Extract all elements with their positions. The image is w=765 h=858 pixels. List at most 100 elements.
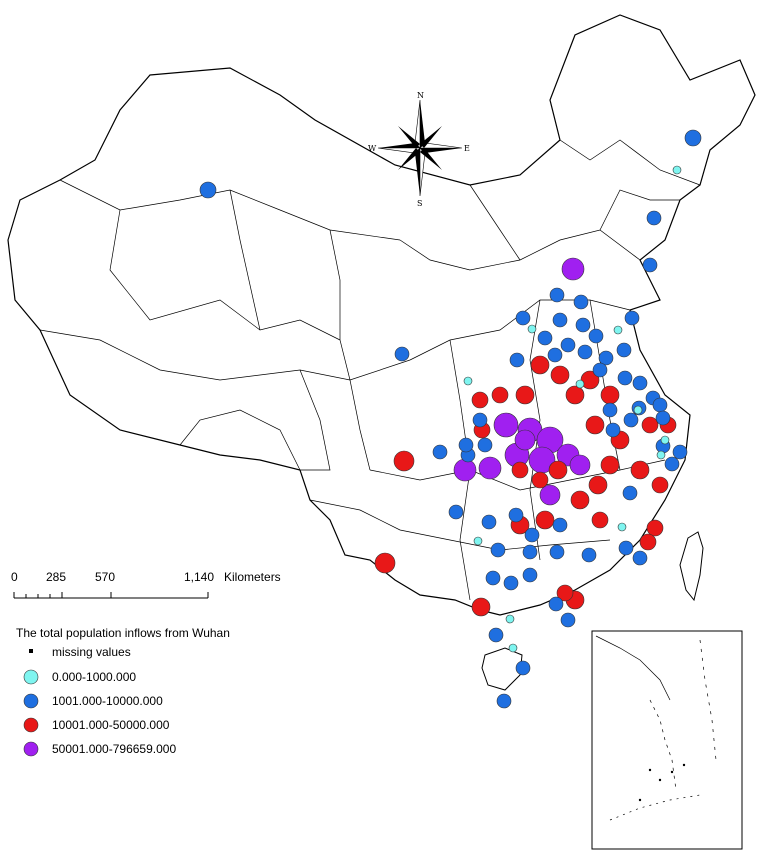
legend-title: The total population inflows from Wuhan: [16, 626, 230, 640]
city-marker-blue: [672, 444, 688, 460]
city-marker-cyan: [613, 325, 623, 335]
city-marker-blue: [394, 346, 410, 362]
city-marker-red: [471, 597, 491, 617]
hainan-island: [481, 647, 523, 691]
city-marker-blue: [552, 312, 568, 328]
legend-red-symbol: [23, 717, 39, 733]
scale-unit: Kilometers: [224, 570, 281, 584]
city-marker-cyan: [656, 450, 666, 460]
city-marker-blue: [642, 257, 658, 273]
legend-blue-label: 1001.000-10000.000: [52, 694, 163, 708]
city-marker-blue: [598, 350, 614, 366]
city-marker-red: [550, 365, 570, 385]
city-marker-blue: [490, 542, 506, 558]
city-marker-purple: [569, 454, 591, 476]
city-marker-blue: [560, 612, 576, 628]
city-marker-red: [491, 386, 509, 404]
city-marker-blue: [592, 362, 608, 378]
city-marker-blue: [503, 575, 519, 591]
city-marker-blue: [646, 210, 662, 226]
scale-tick-1140: 1,140: [184, 570, 214, 584]
city-marker-purple: [561, 257, 585, 281]
city-marker-blue: [472, 412, 488, 428]
city-marker-purple: [514, 429, 536, 451]
city-marker-blue: [515, 310, 531, 326]
city-marker-cyan: [660, 435, 670, 445]
city-marker-cyan: [527, 324, 537, 334]
city-marker-blue: [481, 514, 497, 530]
legend-red-label: 10001.000-50000.000: [52, 718, 170, 732]
city-marker-cyan: [463, 376, 473, 386]
city-marker-cyan: [672, 165, 682, 175]
city-marker-blue: [199, 181, 217, 199]
legend-missing-symbol: [29, 649, 33, 653]
compass-south-label: S: [417, 199, 422, 208]
city-marker-blue: [508, 507, 524, 523]
city-marker-red: [588, 475, 608, 495]
city-marker-cyan: [508, 643, 518, 653]
city-marker-blue: [622, 485, 638, 501]
city-marker-blue: [515, 660, 531, 676]
city-marker-blue: [602, 402, 618, 418]
legend-blue-symbol: [23, 693, 39, 709]
city-marker-blue: [496, 693, 512, 709]
city-marker-red: [393, 450, 415, 472]
south-china-sea-inset: [591, 630, 743, 850]
city-marker-blue: [477, 437, 493, 453]
city-marker-blue: [522, 544, 538, 560]
city-marker-red: [646, 519, 664, 537]
city-marker-blue: [588, 328, 604, 344]
city-marker-red: [511, 461, 529, 479]
city-marker-blue: [664, 456, 680, 472]
city-marker-blue: [549, 287, 565, 303]
city-marker-blue: [655, 410, 671, 426]
city-marker-cyan: [575, 379, 585, 389]
scale-tick-0: 0: [11, 570, 18, 584]
city-marker-purple: [539, 484, 561, 506]
city-marker-purple: [478, 456, 502, 480]
city-marker-blue: [458, 437, 474, 453]
legend-cyan-label: 0.000-1000.000: [52, 670, 136, 684]
city-marker-blue: [652, 397, 668, 413]
city-marker-red: [535, 510, 555, 530]
compass-west-label: W: [368, 144, 377, 153]
legend-missing-label: missing values: [52, 645, 131, 659]
city-marker-red: [585, 415, 605, 435]
city-markers: [199, 129, 702, 709]
compass-east-label: E: [464, 144, 470, 153]
scale-tick-570: 570: [95, 570, 115, 584]
city-marker-blue: [581, 547, 597, 563]
city-marker-blue: [537, 330, 553, 346]
city-marker-red: [600, 385, 620, 405]
city-marker-blue: [547, 347, 563, 363]
city-marker-cyan: [473, 536, 483, 546]
city-marker-red: [570, 490, 590, 510]
scale-bar: 0 285 570 1,140 Kilometers: [11, 570, 281, 599]
city-marker-blue: [605, 422, 621, 438]
city-marker-blue: [432, 444, 448, 460]
city-marker-blue: [577, 344, 593, 360]
city-marker-cyan: [617, 522, 627, 532]
compass-north-label: N: [417, 91, 424, 100]
city-marker-blue: [548, 596, 564, 612]
city-marker-blue: [632, 550, 648, 566]
city-marker-blue: [485, 570, 501, 586]
legend: The total population inflows from Wuhan …: [16, 626, 230, 757]
city-marker-blue: [617, 370, 633, 386]
city-marker-blue: [488, 627, 504, 643]
city-marker-red: [641, 416, 659, 434]
city-marker-red: [531, 471, 549, 489]
city-marker-blue: [684, 129, 702, 147]
city-marker-cyan: [633, 405, 643, 415]
city-marker-red: [565, 385, 585, 405]
city-marker-red: [471, 391, 489, 409]
city-marker-blue: [575, 317, 591, 333]
city-marker-blue: [560, 337, 576, 353]
compass-rose: N S W E: [368, 91, 470, 208]
city-marker-blue: [448, 504, 464, 520]
city-marker-red: [515, 385, 535, 405]
city-marker-blue: [552, 517, 568, 533]
city-marker-red: [591, 511, 609, 529]
city-marker-blue: [573, 294, 589, 310]
